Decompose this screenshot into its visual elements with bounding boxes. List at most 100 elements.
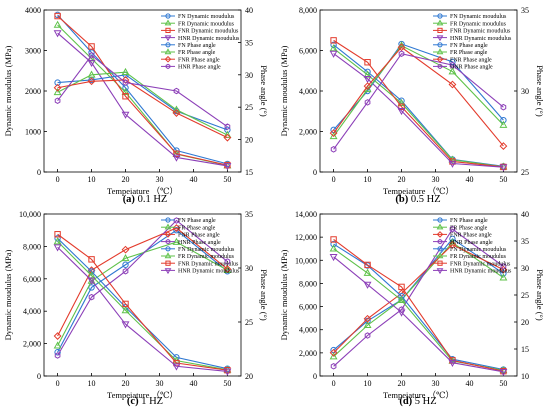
x-tick-label: 30	[155, 379, 163, 388]
marker-triangle	[436, 19, 444, 26]
marker-hexagon	[224, 258, 231, 265]
marker-hexagon	[364, 99, 371, 106]
marker-square	[165, 260, 171, 266]
y-left-tick-label: 0	[37, 372, 41, 381]
marker-triangle-down	[121, 111, 130, 119]
y-right-tick-label: 20	[245, 372, 253, 381]
y-left-axis-label: Dynamic moudulus (MPa)	[279, 46, 289, 137]
panel-caption: (c) 1 HZ	[127, 396, 163, 407]
marker-circle	[330, 41, 337, 49]
marker-circle	[165, 13, 171, 19]
marker-triangle	[121, 87, 130, 96]
marker-triangle	[121, 306, 130, 314]
y-right-tick-label: 20	[245, 136, 253, 145]
y-left-tick-label: 2,000	[23, 340, 41, 349]
marker-square	[88, 43, 95, 50]
marker-square	[437, 260, 443, 266]
y-right-tick-label: 30	[521, 264, 529, 273]
marker-hexagon	[165, 238, 171, 245]
legend-entry-label: HNR Dynamic moudulus	[450, 36, 512, 42]
legend-entry-label: FN Dynamic moudulus	[450, 14, 507, 20]
marker-triangle	[363, 70, 372, 78]
marker-triangle	[53, 87, 62, 96]
x-tick-label: 50	[223, 379, 231, 388]
marker-triangle	[363, 268, 372, 276]
caption-frequency: 1 HZ	[139, 396, 164, 407]
marker-diamond	[436, 231, 444, 238]
marker-triangle-down	[53, 244, 62, 252]
legend-entry-label: FN Phase angle	[178, 218, 216, 224]
marker-hexagon	[173, 87, 180, 95]
marker-diamond	[363, 82, 372, 91]
caption-letter: (c)	[127, 396, 139, 407]
series-line	[57, 246, 228, 373]
marker-diamond	[223, 133, 232, 142]
x-tick-label: 50	[499, 379, 507, 388]
y-right-tick-label: 25	[245, 318, 253, 327]
y-left-tick-label: 0	[313, 168, 317, 177]
caption-frequency: 5 HZ	[412, 396, 437, 407]
legend-entry-label: FN Phase angle	[450, 43, 488, 49]
marker-square	[437, 27, 443, 33]
legend-entry-label: HNR Phase angle	[178, 240, 221, 246]
marker-circle	[54, 79, 61, 86]
y-left-axis-label: Dynamic moudulus (MPa)	[279, 250, 289, 341]
marker-triangle	[53, 20, 62, 28]
marker-triangle	[397, 295, 406, 304]
marker-circle	[330, 240, 337, 248]
marker-triangle-down	[436, 35, 444, 42]
x-tick-label: 20	[398, 379, 406, 388]
marker-diamond	[121, 245, 130, 254]
series-line	[333, 48, 504, 168]
marker-triangle	[164, 48, 172, 55]
y-right-tick-label: 35	[245, 210, 253, 219]
marker-diamond	[448, 80, 457, 89]
x-tick-label: 30	[431, 379, 439, 388]
marker-circle	[54, 235, 61, 242]
marker-triangle	[87, 70, 96, 78]
marker-hexagon	[437, 63, 443, 70]
marker-triangle	[329, 244, 338, 252]
series-line	[333, 53, 504, 168]
marker-diamond	[329, 129, 338, 138]
marker-triangle-down	[223, 163, 232, 171]
legend-entry-label: FR Phase angle	[450, 50, 488, 56]
y-right-axis-label: Phase angle (°)	[535, 269, 545, 321]
series-line	[333, 256, 504, 373]
legend-entry-label: FR Phase angle	[178, 225, 216, 231]
marker-diamond	[436, 55, 444, 63]
series-line	[57, 15, 228, 166]
y-right-tick-label: 30	[245, 264, 253, 273]
marker-triangle-down	[172, 154, 181, 162]
marker-triangle	[53, 341, 62, 349]
marker-diamond	[53, 332, 62, 340]
marker-diamond	[53, 83, 62, 92]
x-tick-label: 40	[465, 379, 473, 388]
marker-hexagon	[224, 123, 231, 130]
marker-square	[364, 261, 371, 269]
y-left-tick-label: 3000	[25, 47, 41, 56]
legend-entry-label: FNR Phase angle	[178, 57, 220, 63]
marker-triangle-down	[329, 254, 338, 262]
caption-letter: (a)	[123, 194, 136, 205]
marker-triangle	[164, 223, 172, 230]
marker-triangle-down	[499, 369, 508, 377]
marker-triangle	[436, 223, 444, 230]
marker-triangle-down	[448, 160, 457, 168]
legend-entry-label: FR Phase angle	[450, 225, 488, 231]
marker-triangle	[436, 252, 444, 259]
series-fnr-phase-angle	[53, 224, 232, 340]
legend-entry-label: FR Dynamic moudulus	[450, 254, 507, 260]
y-left-tick-label: 4,000	[23, 307, 41, 316]
marker-diamond	[499, 265, 508, 274]
series-line	[333, 239, 504, 372]
y-left-tick-label: 1000	[25, 128, 41, 137]
marker-diamond	[329, 348, 338, 357]
panel-caption: (a) 0.1 HZ	[123, 194, 168, 205]
marker-hexagon	[398, 50, 405, 58]
x-tick-label: 20	[398, 175, 406, 184]
y-left-tick-label: 2,000	[299, 128, 317, 137]
x-axis-label: Tempeiature （℃）	[107, 186, 178, 196]
marker-hexagon	[122, 267, 129, 275]
